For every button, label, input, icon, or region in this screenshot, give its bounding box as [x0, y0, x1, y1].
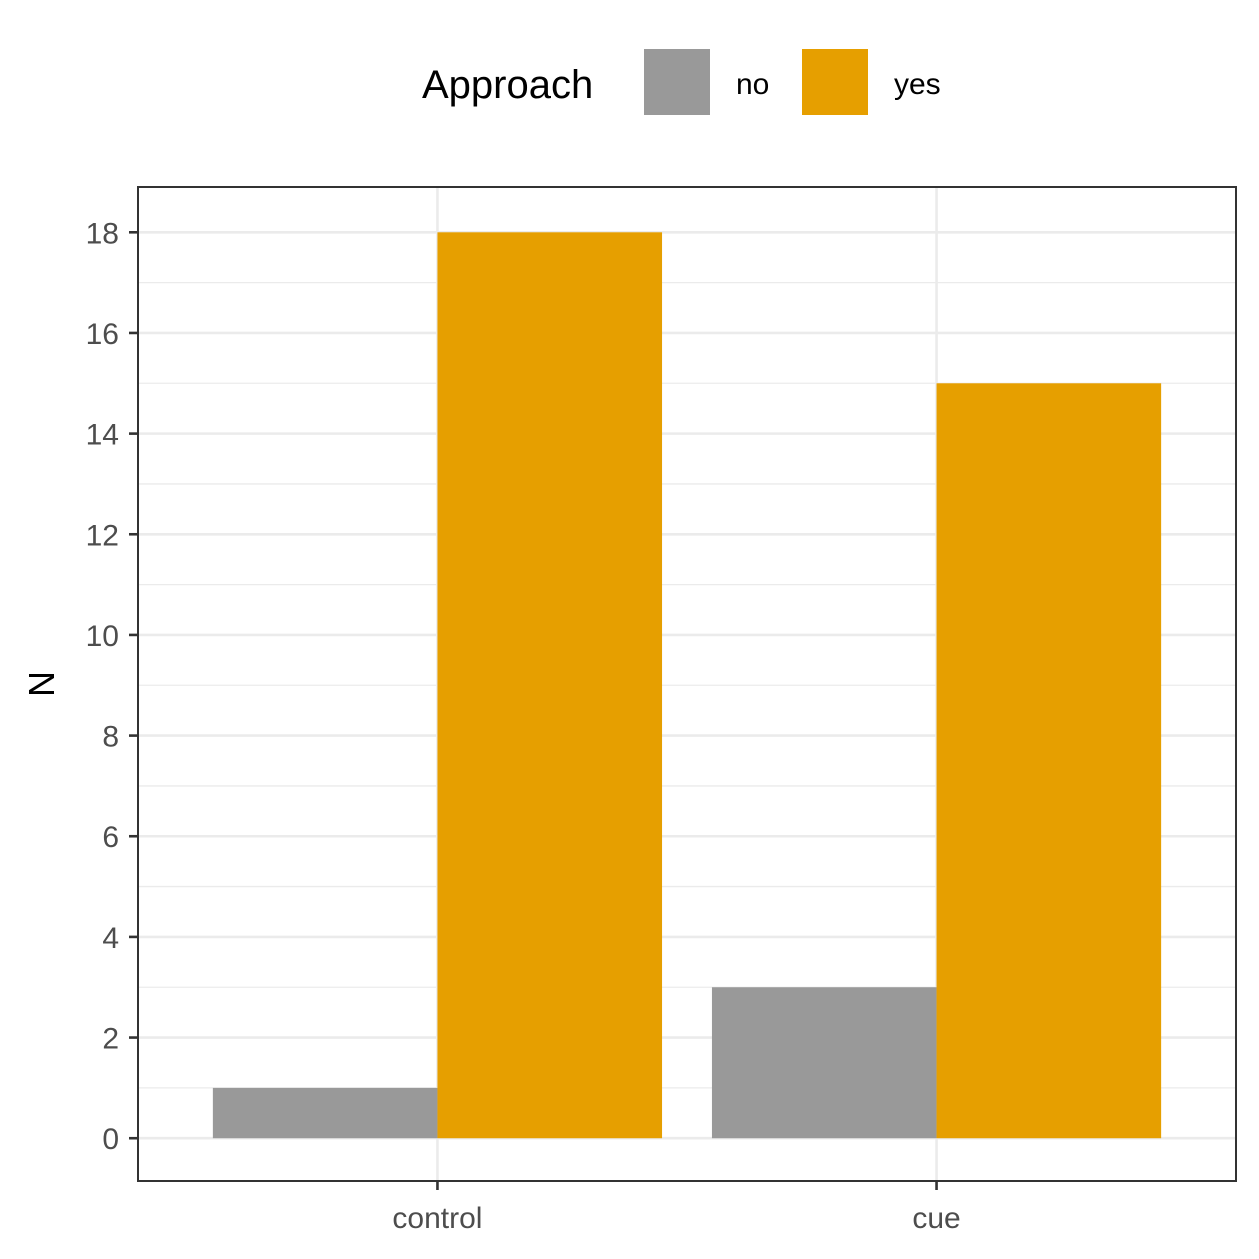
y-axis: 0 2 4 6 8 10 12 14 16 18	[86, 217, 138, 1156]
x-tick-label: control	[392, 1202, 482, 1235]
y-tick-label: 2	[102, 1023, 119, 1056]
legend-key-yes	[802, 49, 868, 115]
legend-title: Approach	[422, 63, 593, 107]
y-axis-title: N	[21, 671, 62, 697]
y-tick-label: 16	[86, 318, 119, 351]
bar-cue-yes	[936, 383, 1162, 1139]
y-tick-label: 8	[102, 721, 119, 754]
bar-cue-no	[711, 987, 937, 1139]
x-axis: control cue	[392, 1181, 961, 1235]
panel-border	[137, 186, 1237, 1182]
x-tick-label: cue	[912, 1202, 960, 1235]
legend-label-yes: yes	[894, 68, 941, 101]
legend-label-no: no	[736, 68, 769, 101]
y-tick-label: 0	[102, 1123, 119, 1156]
y-tick-label: 4	[102, 922, 119, 955]
bar-control-yes	[437, 232, 663, 1139]
legend: Approach no yes	[422, 49, 941, 115]
y-tick-label: 14	[86, 419, 119, 452]
y-tick-label: 10	[86, 620, 119, 653]
y-tick-label: 12	[86, 519, 119, 552]
y-tick-label: 18	[86, 217, 119, 250]
bar-control-no	[212, 1087, 438, 1139]
y-tick-label: 6	[102, 821, 119, 854]
legend-key-no	[644, 49, 710, 115]
